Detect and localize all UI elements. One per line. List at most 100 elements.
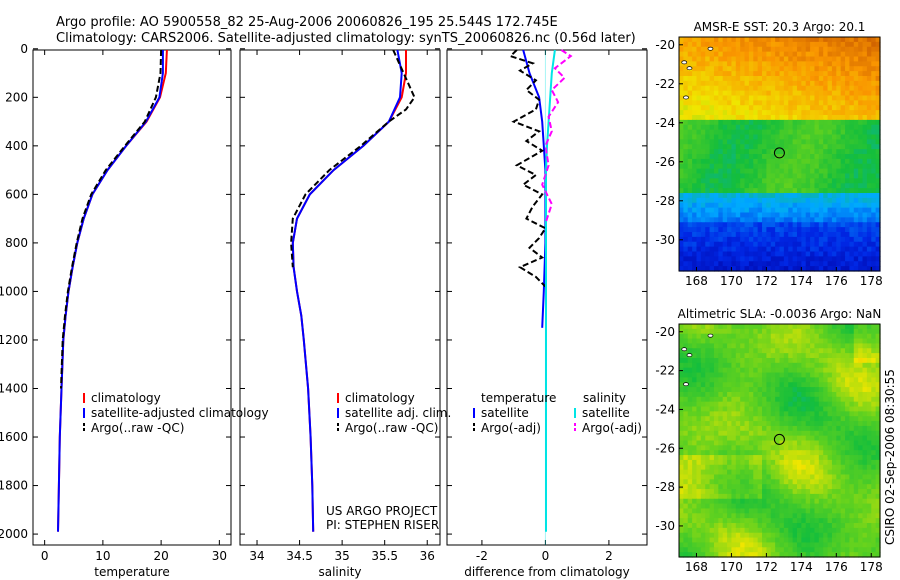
- map-cell: [788, 232, 794, 238]
- map-cell: [853, 382, 859, 388]
- map-cell: [700, 51, 706, 58]
- map-cell: [696, 41, 702, 48]
- map-cell: [731, 421, 737, 427]
- map-cell: [840, 261, 846, 267]
- map-cell: [718, 217, 724, 223]
- map-cell: [836, 547, 842, 553]
- map-cell: [731, 508, 737, 514]
- map-cell: [709, 80, 715, 87]
- map-cell: [753, 542, 759, 548]
- map-cell: [792, 469, 798, 476]
- map-cell: [823, 455, 829, 461]
- map-cell: [805, 406, 811, 412]
- map-cell: [753, 493, 759, 500]
- map-cell: [814, 474, 820, 480]
- map-cell: [700, 401, 706, 408]
- map-cell: [840, 324, 846, 330]
- map-cell: [810, 357, 816, 364]
- map-cell: [788, 401, 794, 408]
- map-cell: [814, 387, 820, 393]
- map-cell: [818, 527, 824, 534]
- map-cell: [748, 105, 754, 111]
- map-cell: [748, 41, 754, 48]
- map-cell: [727, 227, 733, 233]
- map-cell: [792, 406, 798, 412]
- map-cell: [718, 139, 724, 145]
- map-cell: [801, 144, 807, 150]
- map-cell: [805, 163, 811, 170]
- map-cell: [831, 489, 837, 495]
- map-cell: [801, 178, 807, 184]
- map-cell: [805, 523, 811, 529]
- map-cell: [700, 115, 706, 121]
- map-cell: [757, 493, 763, 500]
- map-cell: [766, 338, 772, 345]
- map-cell: [792, 537, 798, 544]
- map-cell: [831, 357, 837, 364]
- map-cell: [805, 56, 811, 62]
- map-cell: [792, 324, 798, 330]
- sla_map-xtick-label: 176: [825, 560, 848, 574]
- map-cell: [845, 124, 851, 131]
- map-cell: [696, 455, 702, 461]
- map-cell: [770, 362, 776, 369]
- map-cell: [731, 95, 737, 101]
- map-cell: [783, 66, 789, 72]
- map-cell: [687, 523, 693, 529]
- map-cell: [696, 469, 702, 476]
- map-cell: [866, 362, 872, 369]
- map-cell: [718, 464, 724, 471]
- map-cell: [731, 232, 737, 238]
- map-cell: [770, 401, 776, 408]
- map-cell: [783, 110, 789, 116]
- map-cell: [831, 503, 837, 510]
- map-cell: [687, 474, 693, 480]
- map-cell: [700, 134, 706, 140]
- map-cell: [840, 178, 846, 184]
- map-cell: [727, 80, 733, 87]
- map-cell: [792, 343, 798, 349]
- map-cell: [871, 333, 877, 340]
- map-cell: [823, 406, 829, 412]
- map-cell: [814, 173, 820, 179]
- map-cell: [801, 338, 807, 345]
- map-cell: [814, 207, 820, 214]
- map-cell: [766, 119, 772, 126]
- map-cell: [840, 232, 846, 238]
- map-cell: [849, 51, 855, 58]
- map-cell: [770, 343, 776, 349]
- map-cell: [735, 455, 741, 461]
- map-cell: [718, 362, 724, 369]
- map-cell: [801, 236, 807, 243]
- map-cell: [687, 513, 693, 519]
- map-cell: [796, 236, 802, 243]
- map-cell: [810, 498, 816, 505]
- map-cell: [858, 51, 864, 58]
- map-cell: [740, 168, 746, 175]
- map-cell: [866, 154, 872, 160]
- map-cell: [862, 479, 868, 485]
- map-cell: [744, 396, 750, 403]
- map-cell: [770, 459, 776, 466]
- map-cell: [831, 90, 837, 97]
- map-cell: [862, 348, 868, 354]
- map-cell: [801, 513, 807, 519]
- map-cell: [766, 37, 772, 43]
- map-cell: [823, 183, 829, 189]
- map-cell: [766, 440, 772, 446]
- map-cell: [687, 105, 693, 111]
- map-cell: [713, 489, 719, 495]
- map-cell: [840, 251, 846, 257]
- map-cell: [792, 333, 798, 340]
- map-cell: [796, 37, 802, 43]
- map-cell: [753, 217, 759, 223]
- map-cell: [810, 328, 816, 335]
- map-cell: [840, 338, 846, 345]
- map-cell: [845, 149, 851, 155]
- map-cell: [718, 178, 724, 184]
- map-cell: [731, 459, 737, 466]
- map-cell: [696, 207, 702, 214]
- map-cell: [866, 338, 872, 345]
- map-cell: [858, 158, 864, 165]
- map-cell: [866, 222, 872, 228]
